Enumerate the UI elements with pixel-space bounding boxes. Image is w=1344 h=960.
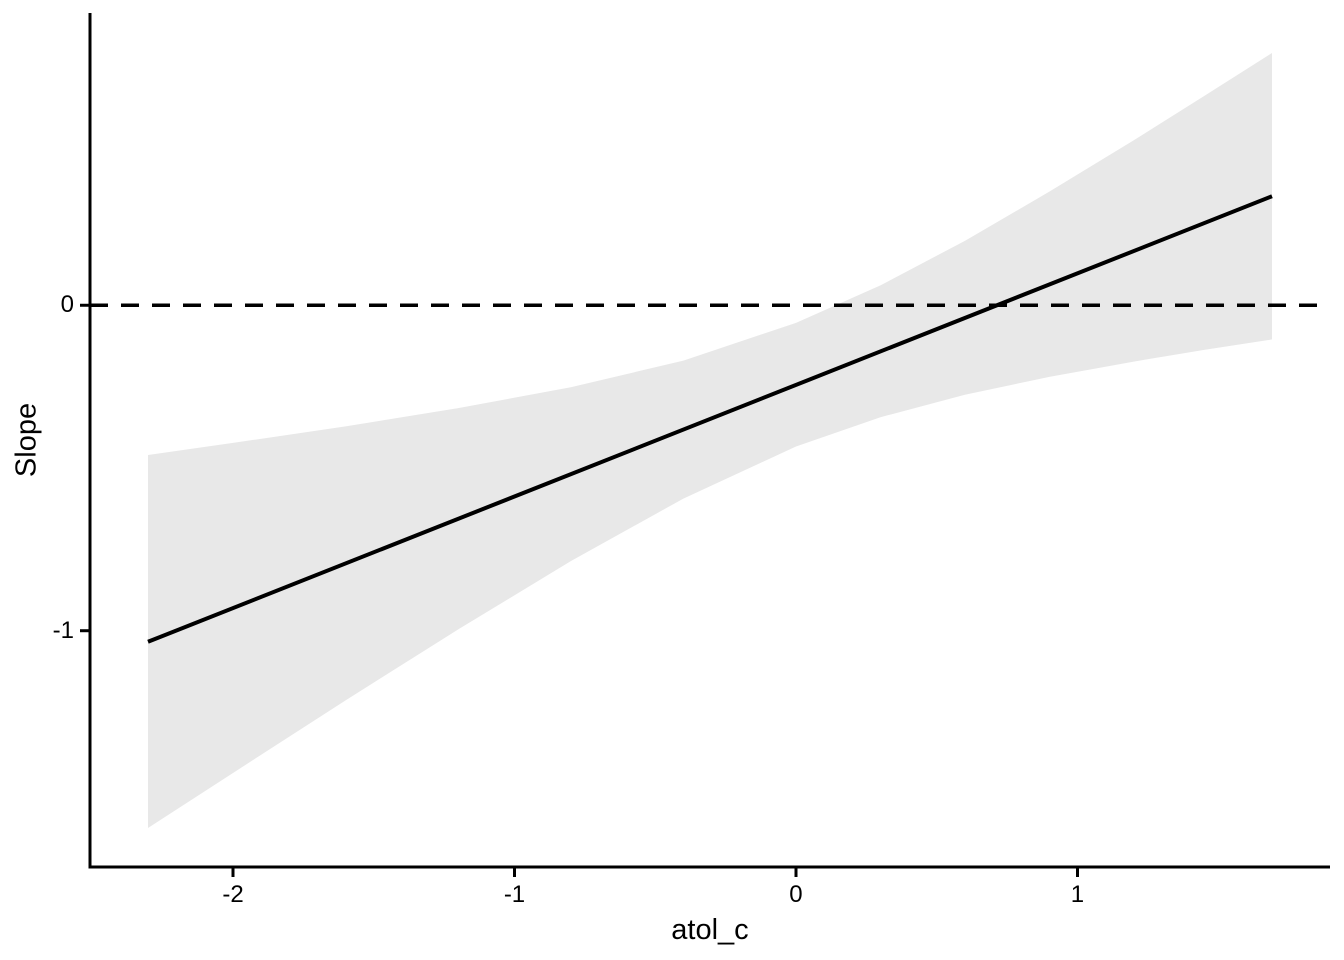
- y-tick-label: -1: [52, 616, 74, 644]
- ci-ribbon: [147, 53, 1273, 828]
- y-tick-label: 0: [60, 291, 74, 319]
- regression-line: [147, 194, 1273, 644]
- y-axis-title: Slope: [10, 402, 43, 478]
- x-tick-label: 1: [1070, 881, 1085, 908]
- x-tick-label: -2: [222, 881, 244, 908]
- x-tick-label: -1: [503, 881, 526, 908]
- x-tick-label: 0: [789, 881, 803, 908]
- x-axis-title: atol_c: [671, 914, 749, 946]
